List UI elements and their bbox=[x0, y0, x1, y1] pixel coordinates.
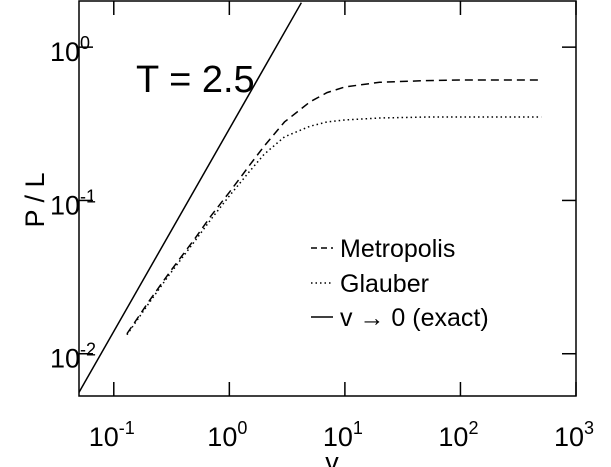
series-metropolis bbox=[126, 79, 542, 335]
axis-ticks: 10-1 100 101 102 103 10-2 10-1 100 bbox=[50, 1, 594, 452]
y-tick-label-0: 10-2 bbox=[50, 340, 96, 374]
y-tick-label-1: 10-1 bbox=[50, 186, 96, 220]
series-layer bbox=[78, 2, 542, 393]
series-v-0-exact bbox=[78, 2, 303, 393]
legend-label-metropolis: Metropolis bbox=[340, 235, 455, 263]
series-glauber bbox=[126, 116, 542, 336]
x-tick-label-0: 10-1 bbox=[89, 418, 135, 452]
x-tick-label-2: 101 bbox=[323, 418, 363, 452]
y-axis-label: P / L bbox=[20, 172, 50, 227]
x-tick-label-3: 102 bbox=[438, 418, 478, 452]
x-axis-label: v bbox=[325, 447, 339, 467]
y-tick-label-2: 100 bbox=[50, 33, 90, 67]
legend: Metropolis Glauber v → 0 (exact) bbox=[311, 235, 489, 332]
legend-label-glauber: Glauber bbox=[340, 270, 429, 298]
annotation-temperature: T = 2.5 bbox=[136, 59, 255, 101]
plot-frame bbox=[78, 0, 577, 397]
x-tick-label-1: 100 bbox=[207, 418, 247, 452]
legend-label-exact: v → 0 (exact) bbox=[340, 304, 489, 332]
x-tick-label-4: 103 bbox=[554, 418, 594, 452]
